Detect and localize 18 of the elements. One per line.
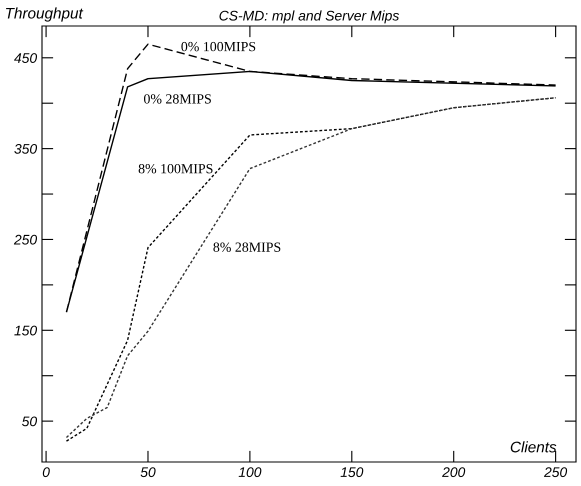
x-axis-title: Clients [510, 441, 556, 452]
y-tick-label: 450 [14, 53, 38, 63]
y-tick-label: 50 [22, 416, 38, 426]
x-tick-label: 100 [238, 467, 262, 478]
y-tick-label: 350 [14, 144, 38, 154]
x-tick-label: 200 [442, 467, 466, 478]
chart-title: CS-MD: mpl and Server Mips [219, 10, 400, 24]
annotation: 8% 100MIPS [138, 164, 213, 174]
x-tick-label: 150 [340, 467, 364, 478]
x-tick-label: 250 [544, 467, 568, 478]
x-tick-label: 50 [140, 467, 156, 478]
y-tick-label: 150 [14, 326, 38, 336]
annotation: 0% 28MIPS [144, 94, 211, 104]
y-axis-title: Throughput [6, 7, 84, 22]
x-tick-label: 0 [42, 467, 50, 478]
annotation: 8% 28MIPS [213, 242, 280, 252]
y-tick-label: 250 [14, 234, 38, 245]
annotation: 0% 100MIPS [181, 42, 256, 52]
